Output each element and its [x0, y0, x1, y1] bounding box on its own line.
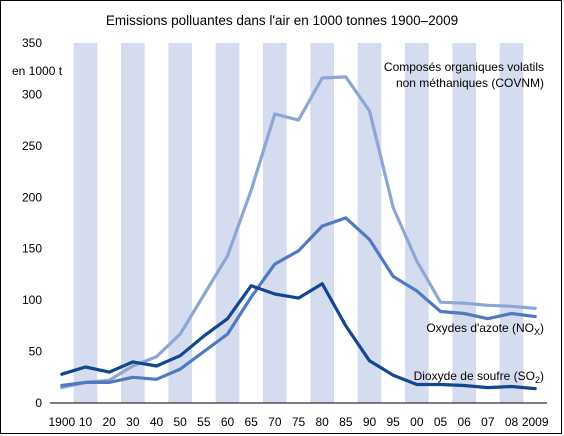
- x-tick-label-60: 60: [221, 415, 235, 429]
- so2-label: Dioxyde de soufre (SO2): [414, 369, 544, 385]
- covnm-label-line-1: non méthaniques (COVNM): [396, 76, 544, 90]
- band-60: [215, 43, 240, 403]
- x-tick-label-07: 07: [481, 415, 495, 429]
- y-tick-label-150: 150: [22, 242, 42, 256]
- x-tick-label-95: 95: [386, 415, 400, 429]
- y-tick-label-50: 50: [29, 345, 43, 359]
- x-tick-label-30: 30: [126, 415, 140, 429]
- band-50: [168, 43, 192, 403]
- nox-label: Oxydes d'azote (NOX): [426, 321, 544, 337]
- y-tick-label-350: 350: [22, 36, 42, 50]
- band-08: [499, 43, 524, 403]
- x-tick-label-40: 40: [150, 415, 164, 429]
- background-bands: [73, 43, 524, 403]
- x-tick-label-80: 80: [315, 415, 329, 429]
- series-lines: [60, 75, 537, 391]
- x-tick-label-50: 50: [173, 415, 187, 429]
- x-tick-label-2009: 2009: [522, 415, 549, 429]
- y-tick-label-250: 250: [22, 139, 42, 153]
- x-tick-label-00: 00: [410, 415, 424, 429]
- band-06: [452, 43, 476, 403]
- x-tick-label-85: 85: [339, 415, 353, 429]
- x-tick-label-55: 55: [197, 415, 211, 429]
- x-tick-label-05: 05: [434, 415, 448, 429]
- band-70: [263, 43, 287, 403]
- series-line-1: [60, 216, 537, 388]
- y-axis-ticks: 0 50 100 150 200 250 300 350: [22, 36, 42, 410]
- band-30: [121, 43, 145, 403]
- y-tick-label-0: 0: [35, 396, 42, 410]
- series-labels: Composés organiques volatils non méthaniq…: [384, 60, 544, 385]
- series-line-2: [60, 282, 537, 391]
- x-tick-label-65: 65: [244, 415, 258, 429]
- y-axis-label: en 1000 t: [12, 64, 63, 78]
- x-tick-label-90: 90: [363, 415, 377, 429]
- x-tick-label-06: 06: [457, 415, 471, 429]
- x-axis-ticks: 1900 10 20 30 40 50 55 60 65 70 75 80 85 90 95 00 05 06 07…: [48, 415, 548, 429]
- band-80: [310, 43, 334, 403]
- x-tick-label-70: 70: [268, 415, 282, 429]
- y-tick-label-200: 200: [22, 190, 42, 204]
- x-tick-label-10: 10: [79, 415, 93, 429]
- band-10: [73, 43, 98, 403]
- x-tick-label-75: 75: [292, 415, 306, 429]
- band-00: [405, 43, 429, 403]
- covnm-label-line-0: Composés organiques volatils: [384, 60, 544, 74]
- chart-title: Emissions polluantes dans l'air en 1000 …: [106, 13, 458, 28]
- x-tick-label-1900: 1900: [48, 415, 75, 429]
- x-tick-label-08: 08: [505, 415, 519, 429]
- y-tick-label-100: 100: [22, 293, 42, 307]
- y-tick-label-300: 300: [22, 87, 42, 101]
- x-tick-label-20: 20: [102, 415, 116, 429]
